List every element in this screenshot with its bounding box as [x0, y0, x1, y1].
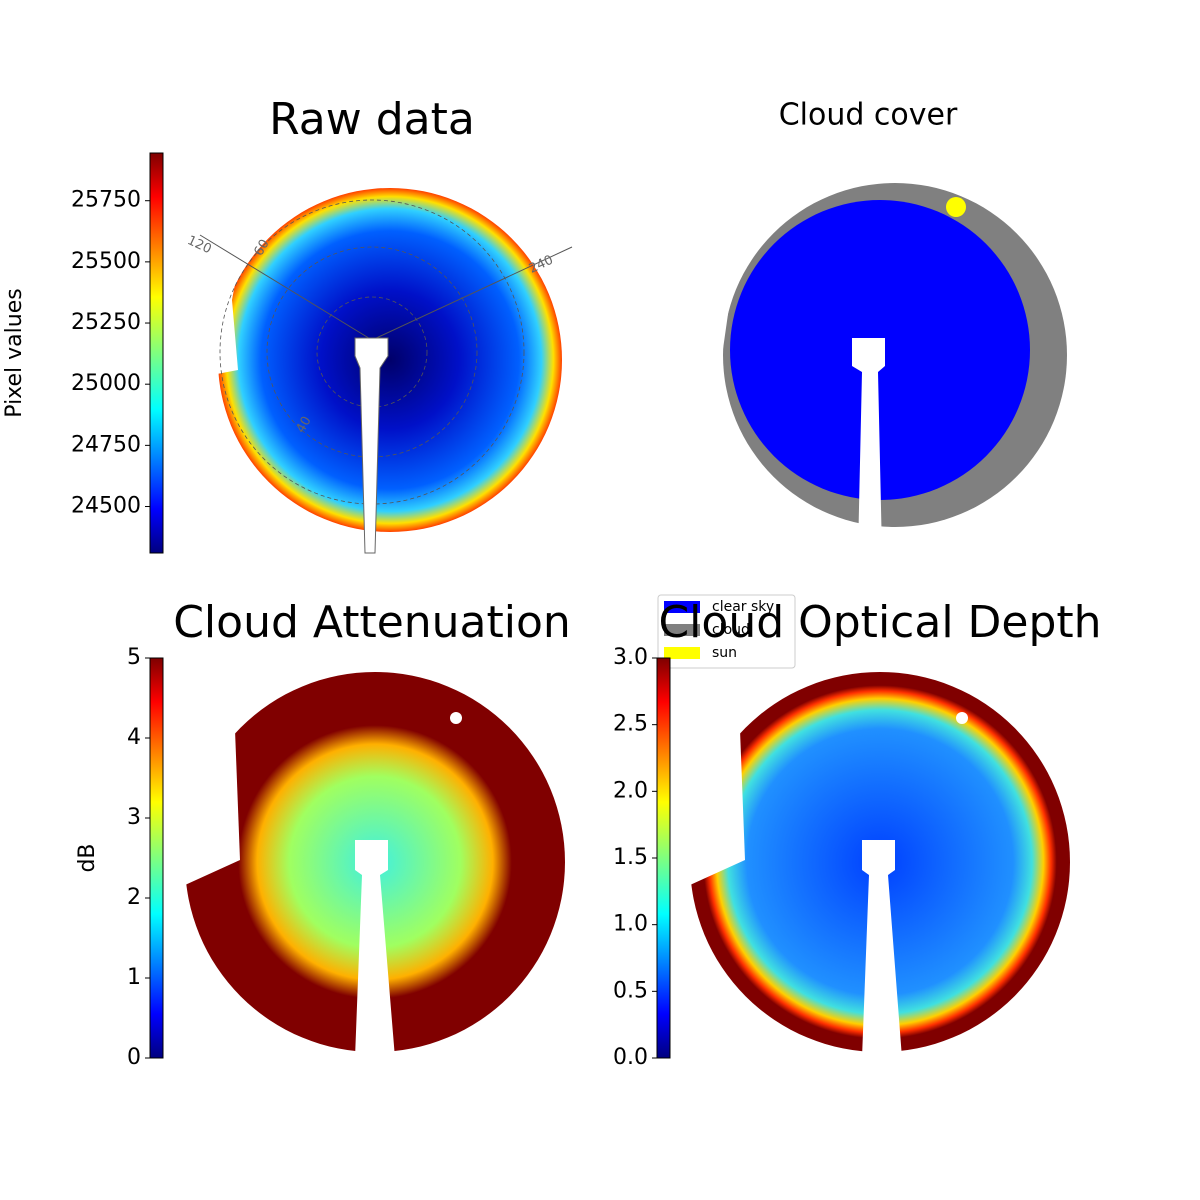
colorbar-tick-label: 0.0	[613, 1045, 648, 1070]
colorbar-tick-label: 3.0	[613, 645, 648, 670]
colorbar-tick-label: 2	[127, 885, 141, 910]
colorbar-label: Pixel values	[2, 288, 27, 417]
chart-title: Cloud Optical Depth	[658, 597, 1101, 648]
colorbar-tick-label: 1	[127, 965, 141, 990]
colorbar	[656, 657, 671, 1059]
colorbar-tick-label: 0.5	[613, 978, 648, 1003]
colorbar	[149, 152, 164, 554]
legend-swatch	[664, 647, 700, 659]
raw-image	[180, 170, 573, 554]
legend-label: cloud	[712, 622, 750, 638]
cloud-cover-image	[670, 170, 1067, 553]
colorbar-tick-label: 25750	[71, 188, 141, 213]
colorbar	[149, 657, 164, 1059]
chart-title: Raw data	[269, 94, 475, 145]
polar-grid-label: 60	[252, 237, 273, 259]
colorbar-tick-label: 24500	[71, 494, 141, 519]
optical-depth-image	[675, 660, 1070, 1058]
colorbar-tick-label: 1.0	[613, 912, 648, 937]
chart-title: Cloud Attenuation	[173, 597, 571, 648]
polar-grid-label: 40	[294, 414, 315, 436]
colorbar-tick-label: 4	[127, 725, 141, 750]
colorbar-tick-label: 25250	[71, 310, 141, 335]
colorbar-tick-label: 2.0	[613, 778, 648, 803]
attenuation-image	[170, 660, 565, 1058]
chart-title: Cloud cover	[779, 98, 958, 133]
colorbar-tick-label: 0	[127, 1045, 141, 1070]
colorbar-tick-label: 24750	[71, 432, 141, 457]
legend-swatch	[664, 601, 700, 613]
colorbar-tick-label: 3	[127, 805, 141, 830]
legend-swatch	[664, 624, 700, 636]
colorbar-tick-label: 25500	[71, 249, 141, 274]
colorbar-tick-label: 1.5	[613, 845, 648, 870]
colorbar-tick-label: 2.5	[613, 712, 648, 737]
colorbar-tick-label: 25000	[71, 371, 141, 396]
legend-label: clear sky	[712, 599, 774, 615]
colorbar-tick-label: 5	[127, 645, 141, 670]
legend-label: sun	[712, 645, 737, 661]
colorbar-label: dB	[75, 843, 100, 872]
